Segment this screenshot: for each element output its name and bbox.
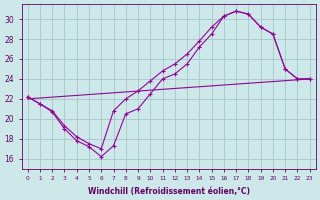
X-axis label: Windchill (Refroidissement éolien,°C): Windchill (Refroidissement éolien,°C) [88,187,250,196]
